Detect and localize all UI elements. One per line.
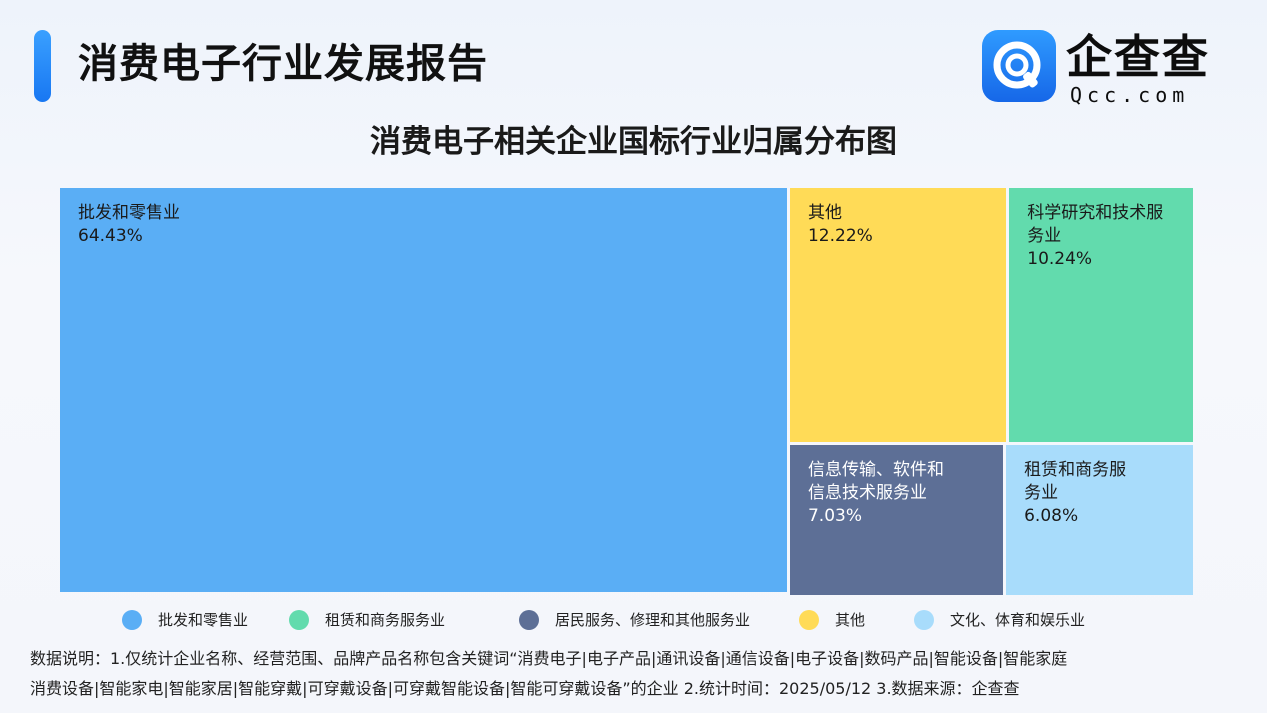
legend-label: 文化、体育和娱乐业 (950, 611, 1086, 629)
footnote: 数据说明：1.仅统计企业名称、经营范围、品牌产品名称包含关键词“消费电子|电子产… (30, 644, 1250, 704)
qcc-logo-icon (982, 30, 1056, 102)
tile-label: 其他 (807, 203, 842, 223)
qcc-logo: 企查查 Qcc.com (982, 30, 1222, 107)
tile-science-tech: 科学研究和技术服 务业 10.24% (1009, 188, 1193, 442)
tile-label: 信息传输、软件和 信息技术服务业 (807, 459, 944, 503)
legend-swatch (914, 610, 934, 630)
tile-value: 64.43% (78, 226, 143, 246)
chart-legend: 批发和零售业 租赁和商务服务业 居民服务、修理和其他服务业 其他 文化、体育和娱乐业 (0, 606, 1267, 634)
legend-label: 租赁和商务服务业 (325, 611, 446, 629)
footnote-line-2: 消费设备|智能家电|智能家居|智能穿戴|可穿戴设备|可穿戴智能设备|智能可穿戴设… (30, 679, 1020, 698)
logo-name: 企查查 (1066, 30, 1210, 84)
legend-swatch (519, 610, 539, 630)
tile-other: 其他 12.22% (789, 188, 1007, 442)
tile-value: 7.03% (807, 505, 862, 526)
legend-label: 居民服务、修理和其他服务业 (555, 611, 751, 629)
footnote-line-1: 数据说明：1.仅统计企业名称、经营范围、品牌产品名称包含关键词“消费电子|电子产… (30, 649, 1068, 668)
tile-leasing-business: 租赁和商务服 务业 6.08% (1006, 444, 1193, 595)
title-accent-bar (34, 30, 51, 102)
tile-value: 6.08% (1024, 505, 1079, 526)
treemap-chart: 批发和零售业 64.43% 其他 12.22% 科学研究和技术服 务业 10.24% 信息传输… (60, 188, 1193, 595)
tile-label: 科学研究和技术服 务业 (1027, 203, 1164, 246)
report-title: 消费电子行业发展报告 (78, 41, 488, 87)
chart-title: 消费电子相关企业国标行业归属分布图 (370, 124, 897, 160)
tile-info-software: 信息传输、软件和 信息技术服务业 7.03% (789, 444, 1004, 595)
tile-value: 12.22% (807, 226, 873, 246)
legend-label: 批发和零售业 (158, 611, 249, 629)
tile-label: 批发和零售业 (78, 203, 180, 223)
legend-swatch (799, 610, 819, 630)
tile-wholesale-retail: 批发和零售业 64.43% (60, 188, 787, 592)
tile-label: 租赁和商务服 务业 (1024, 459, 1127, 503)
logo-domain: Qcc.com (1070, 83, 1190, 107)
legend-label: 其他 (835, 611, 866, 629)
legend-swatch (289, 610, 309, 630)
tile-value: 10.24% (1027, 249, 1093, 269)
legend-swatch (122, 610, 142, 630)
